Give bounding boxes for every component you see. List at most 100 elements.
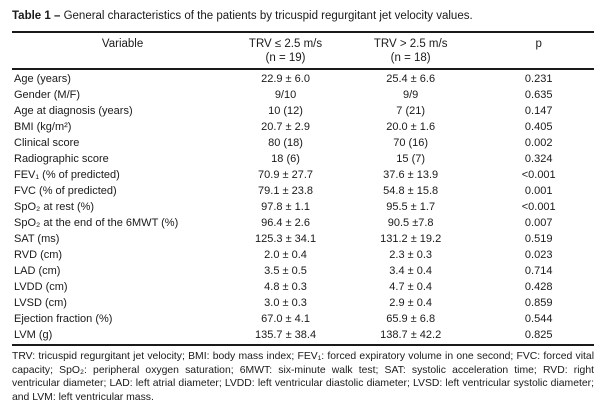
cell-trv-high: 20.0 ± 1.6: [386, 121, 436, 133]
table-number: Table 1 –: [12, 10, 61, 22]
cell-p-value: 0.635: [524, 89, 553, 101]
cell-variable: LVSD (cm): [14, 297, 67, 309]
cell-trv-high: 15 (7): [396, 153, 426, 165]
cell-trv-high: 25.4 ± 6.6: [386, 73, 436, 85]
cell-variable: Gender (M/F): [14, 89, 81, 101]
column-header-label: Variable: [101, 38, 144, 50]
column-header-label: TRV > 2.5 m/s: [373, 38, 448, 50]
cell-variable: Ejection fraction (%): [14, 313, 113, 325]
table-row: Ejection fraction (%) 67.0 ± 4.1 65.9 ± …: [12, 311, 594, 327]
table-row: LVSD (cm) 3.0 ± 0.3 2.9 ± 0.4 0.859: [12, 295, 594, 311]
rule-header: [12, 68, 594, 70]
cell-trv-high: 4.7 ± 0.4: [389, 281, 433, 293]
cell-trv-low: 70.9 ± 27.7: [258, 169, 314, 181]
table-caption: General characteristics of the patients …: [63, 10, 473, 22]
cell-trv-high: 7 (21): [396, 105, 426, 117]
column-header-label: TRV ≤ 2.5 m/s: [248, 38, 323, 50]
cell-trv-low: 135.7 ± 38.4: [254, 329, 317, 341]
table-row: SpO₂ at the end of the 6MWT (%) 96.4 ± 2…: [12, 215, 594, 231]
cell-variable: RVD (cm): [14, 249, 63, 261]
cell-p-value: 0.023: [524, 249, 553, 261]
table-body: Age (years) 22.9 ± 6.0 25.4 ± 6.6 0.231 …: [12, 70, 594, 344]
table-row: Clinical score 80 (18) 70 (16) 0.002: [12, 135, 594, 151]
cell-variable: Age at diagnosis (years): [14, 105, 133, 117]
cell-p-value: 0.001: [524, 185, 553, 197]
column-header-trv-high: TRV > 2.5 m/s (n = 18): [338, 37, 484, 65]
cell-trv-low: 22.9 ± 6.0: [261, 73, 310, 85]
table-row: SpO₂ at rest (%) 97.8 ± 1.1 95.5 ± 1.7 <…: [12, 199, 594, 215]
cell-variable: SAT (ms): [14, 233, 60, 245]
cell-p-value: 0.324: [524, 153, 553, 165]
cell-trv-low: 2.0 ± 0.4: [264, 249, 307, 261]
cell-trv-high: 138.7 ± 42.2: [380, 329, 442, 341]
cell-trv-high: 131.2 ± 19.2: [380, 233, 442, 245]
table-row: LAD (cm) 3.5 ± 0.5 3.4 ± 0.4 0.714: [12, 263, 594, 279]
cell-variable: Radiographic score: [14, 153, 109, 165]
table-row: LVDD (cm) 4.8 ± 0.3 4.7 ± 0.4 0.428: [12, 279, 594, 295]
table-row: Gender (M/F) 9/10 9/9 0.635: [12, 87, 594, 103]
column-subheader-n-low: (n = 19): [265, 52, 306, 64]
cell-trv-low: 80 (18): [268, 137, 303, 149]
table-row: FVC (% of predicted) 79.1 ± 23.8 54.8 ± …: [12, 183, 594, 199]
cell-trv-high: 9/9: [403, 89, 419, 101]
table-row: Age (years) 22.9 ± 6.0 25.4 ± 6.6 0.231: [12, 71, 594, 87]
cell-trv-low: 4.8 ± 0.3: [264, 281, 307, 293]
table-row: LVM (g) 135.7 ± 38.4 138.7 ± 42.2 0.825: [12, 327, 594, 343]
cell-trv-high: 37.6 ± 13.9: [383, 169, 439, 181]
cell-p-value: 0.859: [524, 297, 553, 309]
cell-trv-low: 20.7 ± 2.9: [261, 121, 310, 133]
cell-p-value: 0.825: [524, 329, 553, 341]
cell-trv-high: 65.9 ± 6.8: [386, 313, 436, 325]
cell-trv-high: 3.4 ± 0.4: [389, 265, 433, 277]
column-header-variable: Variable: [12, 37, 233, 51]
column-header-p: p: [483, 37, 594, 51]
cell-variable: SpO₂ at the end of the 6MWT (%): [14, 217, 179, 229]
cell-trv-low: 10 (12): [268, 105, 303, 117]
column-header-label: p: [535, 38, 542, 50]
cell-variable: Age (years): [14, 73, 71, 85]
cell-variable: BMI (kg/m²): [14, 121, 72, 133]
cell-p-value: 0.147: [524, 105, 553, 117]
table-row: RVD (cm) 2.0 ± 0.4 2.3 ± 0.3 0.023: [12, 247, 594, 263]
cell-p-value: 0.231: [524, 73, 553, 85]
table-title: Table 1 – General characteristics of the…: [12, 9, 594, 24]
table-footnote: TRV: tricuspid regurgitant jet velocity;…: [12, 351, 594, 403]
cell-trv-high: 90.5 ±7.8: [387, 217, 434, 229]
cell-trv-high: 54.8 ± 15.8: [383, 185, 439, 197]
cell-variable: SpO₂ at rest (%): [14, 201, 95, 213]
cell-trv-low: 3.5 ± 0.5: [264, 265, 307, 277]
cell-p-value: 0.519: [524, 233, 553, 245]
cell-p-value: 0.544: [524, 313, 553, 325]
cell-trv-low: 3.0 ± 0.3: [264, 297, 307, 309]
cell-trv-low: 9/10: [274, 89, 297, 101]
cell-p-value: 0.428: [524, 281, 553, 293]
table-header: Variable TRV ≤ 2.5 m/s (n = 19) TRV > 2.…: [12, 33, 594, 68]
cell-trv-high: 2.9 ± 0.4: [389, 297, 433, 309]
cell-p-value: 0.007: [524, 217, 553, 229]
cell-trv-high: 95.5 ± 1.7: [386, 201, 436, 213]
table-row: FEV₁ (% of predicted) 70.9 ± 27.7 37.6 ±…: [12, 167, 594, 183]
column-header-trv-low: TRV ≤ 2.5 m/s (n = 19): [233, 37, 338, 65]
cell-variable: LVDD (cm): [14, 281, 68, 293]
table-row: BMI (kg/m²) 20.7 ± 2.9 20.0 ± 1.6 0.405: [12, 119, 594, 135]
cell-trv-low: 125.3 ± 34.1: [254, 233, 317, 245]
cell-trv-low: 96.4 ± 2.6: [261, 217, 310, 229]
table-row: Radiographic score 18 (6) 15 (7) 0.324: [12, 151, 594, 167]
table-row: Age at diagnosis (years) 10 (12) 7 (21) …: [12, 103, 594, 119]
cell-p-value: <0.001: [521, 201, 556, 213]
cell-trv-low: 67.0 ± 4.1: [261, 313, 310, 325]
cell-trv-high: 70 (16): [393, 137, 429, 149]
cell-variable: FEV₁ (% of predicted): [14, 169, 120, 181]
cell-trv-high: 2.3 ± 0.3: [389, 249, 433, 261]
cell-trv-low: 79.1 ± 23.8: [258, 185, 314, 197]
cell-p-value: 0.002: [524, 137, 553, 149]
column-subheader-n-high: (n = 18): [390, 52, 431, 64]
cell-p-value: 0.405: [524, 121, 553, 133]
table-row: SAT (ms) 125.3 ± 34.1 131.2 ± 19.2 0.519: [12, 231, 594, 247]
cell-variable: LAD (cm): [14, 265, 61, 277]
cell-variable: FVC (% of predicted): [14, 185, 117, 197]
cell-variable: Clinical score: [14, 137, 80, 149]
cell-p-value: <0.001: [521, 169, 556, 181]
cell-variable: LVM (g): [14, 329, 53, 341]
